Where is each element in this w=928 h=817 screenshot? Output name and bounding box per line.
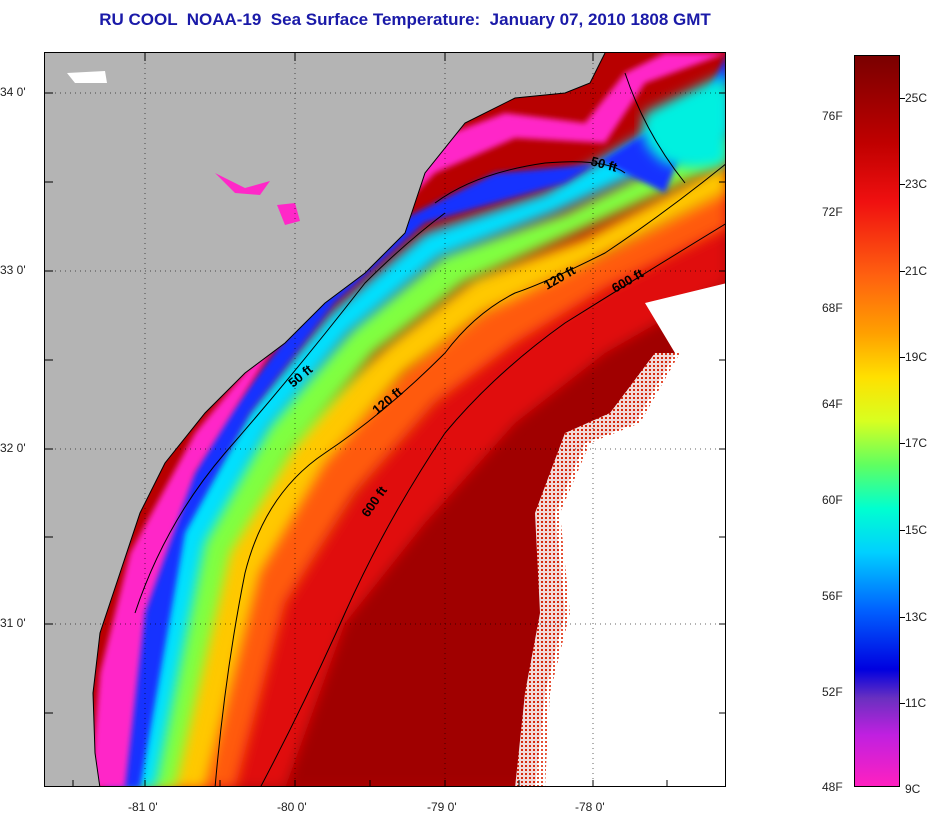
lon-label-80: -80 0' [277,800,307,814]
map-title: RU COOL NOAA-19 Sea Surface Temperature:… [99,10,711,29]
map-ticks [45,53,725,786]
colorbar-c-23: 23C [905,177,928,191]
graticule [45,53,725,786]
cloud-edge [515,353,680,786]
lat-label-31: 31 0' [0,616,26,630]
coastline [92,53,606,786]
colorbar-c-11: 11C [905,696,927,710]
sst-map[interactable]: 50 ft 120 ft 600 ft 50 ft 120 ft 600 ft [44,52,726,787]
colorbar-c-13: 13C [905,610,928,624]
cloud-cover [535,283,725,786]
colorbar-c-17: 17C [905,436,928,450]
contour-50ft-north: 50 ft [589,153,619,175]
colorbar-f-60: 60F [822,493,843,507]
lon-label-81: -81 0' [128,800,158,814]
contour-50ft [134,72,686,614]
colorbar-c-15: 15C [905,523,928,537]
contour-120ft [214,163,725,786]
sst-map-canvas: 50 ft 120 ft 600 ft 50 ft 120 ft 600 ft [45,53,725,786]
lat-label-33: 33 0' [0,263,26,277]
inland-lake-1 [215,173,270,195]
lat-label-32: 32 0' [0,441,26,455]
colorbar-c-21: 21C [905,264,928,278]
warm-band [195,194,725,786]
lon-label-79: -79 0' [427,800,457,814]
colorbar-f-72: 72F [822,205,843,219]
colorbar-c-9: 9C [905,782,921,796]
colorbar-c-19: 19C [905,350,928,364]
inland-lake-2 [277,203,300,225]
colorbar-f-68: 68F [822,301,843,315]
inland-lake-3 [67,71,107,83]
temperature-colorbar [854,55,900,787]
bay-cyan-water [642,73,725,168]
colorbar-f-76: 76F [822,109,843,123]
colorbar-f-52: 52F [822,685,843,699]
lat-label-34: 34 0' [0,85,26,99]
colorbar-f-56: 56F [822,589,843,603]
colorbar-f-48: 48F [822,780,843,794]
colorbar-f-64: 64F [822,397,843,411]
colorbar-c-25: 25C [905,91,928,105]
lon-label-78: -78 0' [575,800,605,814]
land-mass [45,53,605,786]
